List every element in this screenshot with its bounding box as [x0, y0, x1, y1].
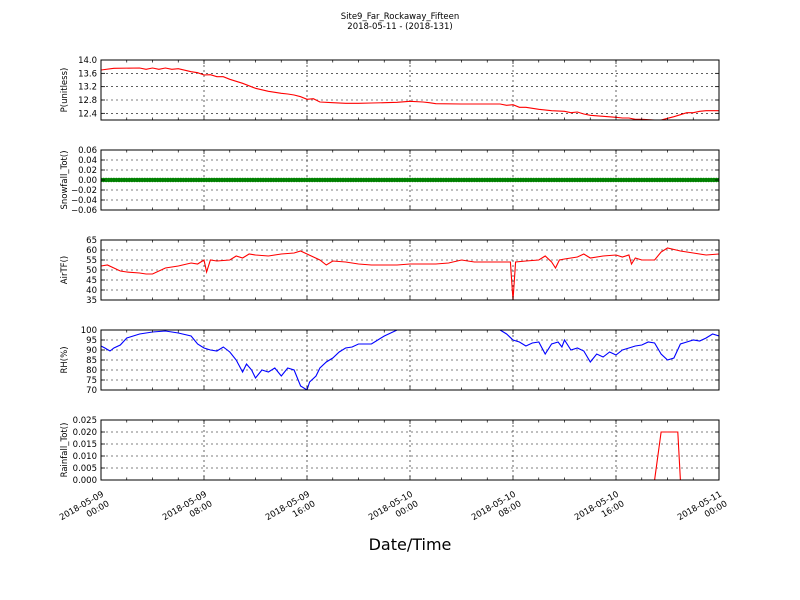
y-axis-label: RH(%) — [60, 346, 70, 373]
y-tick-label: 40 — [86, 286, 97, 296]
y-tick-label: −0.02 — [71, 186, 97, 196]
y-tick-label: 0.04 — [78, 156, 97, 166]
series-group — [101, 67, 719, 120]
y-tick-label: 60 — [86, 246, 97, 256]
panel-2: 0.060.040.020.00−0.02−0.04−0.06Snowfall_… — [60, 146, 720, 216]
series-group — [101, 330, 719, 390]
y-tick-label: 12.4 — [78, 109, 97, 119]
series-line — [101, 431, 719, 480]
y-tick-label: 0.000 — [73, 476, 97, 486]
panel-5: 0.025 0.020 0.015 0.010 0.005 0.000Rainfall_T… — [60, 416, 720, 486]
y-tick-label: 100 — [81, 326, 97, 336]
y-tick-label: 95 — [86, 336, 97, 346]
y-tick-label: 13.6 — [78, 69, 97, 79]
y-tick-label: 55 — [86, 256, 97, 266]
y-tick-label: 85 — [86, 356, 97, 366]
y-tick-label: 75 — [86, 376, 97, 386]
y-axis-label: AirTF() — [60, 256, 70, 284]
y-axis-label: P(unitless) — [60, 68, 70, 113]
y-tick-label: 80 — [86, 366, 97, 376]
series-group — [101, 431, 719, 480]
y-tick-label: −0.04 — [71, 196, 97, 206]
y-tick-label: −0.06 — [71, 206, 97, 216]
y-tick-label: 65 — [86, 236, 97, 246]
series-group — [101, 247, 719, 300]
y-tick-label: 0.02 — [78, 166, 97, 176]
y-tick-label: 12.8 — [78, 96, 97, 106]
chart-title: Site9_Far_Rockaway_Fifteen — [341, 12, 460, 22]
series-line — [101, 247, 719, 300]
y-tick-label: 0.015 — [73, 440, 97, 450]
y-axis-label: Snowfall_Tot() — [60, 150, 70, 209]
y-tick-label: 14.0 — [78, 56, 97, 66]
series-line — [101, 67, 719, 120]
y-tick-label: 90 — [86, 346, 97, 356]
y-tick-label: 0.010 — [73, 452, 97, 462]
y-tick-label: 70 — [86, 386, 97, 396]
y-tick-label: 0.005 — [73, 464, 97, 474]
series-line — [101, 330, 719, 390]
y-tick-label: 45 — [86, 276, 97, 286]
y-tick-label: 35 — [86, 296, 97, 306]
series-group — [101, 177, 719, 183]
panel-1: 14.0 13.6 13.2 12.8 12.4 P(unitless) — [60, 56, 720, 121]
y-tick-label: 50 — [86, 266, 97, 276]
y-axis-label: Rainfall_Tot() — [60, 423, 70, 478]
y-tick-label: 13.2 — [78, 83, 97, 93]
panels-group: 14.013.613.212.812.4P(unitless)0.060.040… — [58, 56, 729, 523]
x-axis-label: Date/Time — [369, 535, 452, 554]
y-tick-label: 0.020 — [73, 428, 97, 438]
chart-subtitle: 2018-05-11 - (2018-131) — [347, 22, 452, 32]
y-tick-label: 0.00 — [78, 176, 97, 186]
y-tick-label: 0.06 — [78, 146, 97, 156]
y-tick-label: 0.025 — [73, 416, 97, 426]
